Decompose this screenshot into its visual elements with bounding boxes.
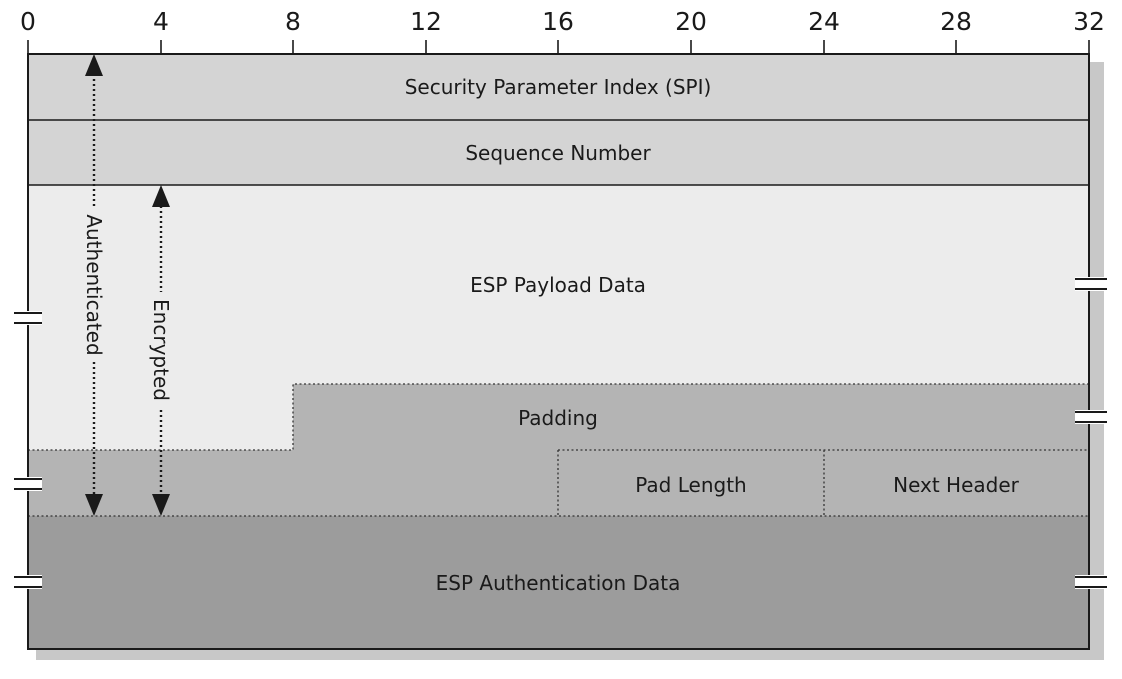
encrypted-arrow-head-up [152,185,170,207]
break-marker-left-auth [14,575,42,589]
authenticated-arrow-head-down [85,494,103,516]
encrypted-label: Encrypted [149,299,173,401]
padding-label: Padding [518,406,598,430]
tick-label-0: 0 [20,7,36,36]
tick-label-16: 16 [542,7,574,36]
spi-field [28,54,1089,120]
authenticated-label: Authenticated [82,214,106,355]
tick-label-28: 28 [940,7,972,36]
break-marker-right-payload [1075,277,1107,291]
break-marker-right-padding [1075,410,1107,424]
break-marker-left-payload [14,311,42,325]
next-header-label: Next Header [893,473,1020,497]
auth-data-field [28,516,1089,649]
break-marker-left-padding [14,477,42,491]
bit-ruler-labels: 0 4 8 12 16 20 24 28 32 [20,7,1105,36]
tick-label-12: 12 [410,7,442,36]
sequence-number-field [28,120,1089,185]
encrypted-arrow [152,185,170,516]
authenticated-arrow [85,54,103,516]
spi-label: Security Parameter Index (SPI) [405,75,712,99]
tick-label-20: 20 [675,7,707,36]
tick-label-32: 32 [1073,7,1105,36]
payload-label: ESP Payload Data [470,273,646,297]
tick-label-8: 8 [285,7,301,36]
pad-length-label: Pad Length [635,473,746,497]
sequence-number-label: Sequence Number [465,141,651,165]
break-marker-right-auth [1075,575,1107,589]
auth-data-label: ESP Authentication Data [436,571,681,595]
encrypted-arrow-head-down [152,494,170,516]
authenticated-arrow-head-up [85,54,103,76]
tick-label-4: 4 [153,7,169,36]
bit-ruler-ticks [27,40,1090,54]
tick-label-24: 24 [808,7,840,36]
